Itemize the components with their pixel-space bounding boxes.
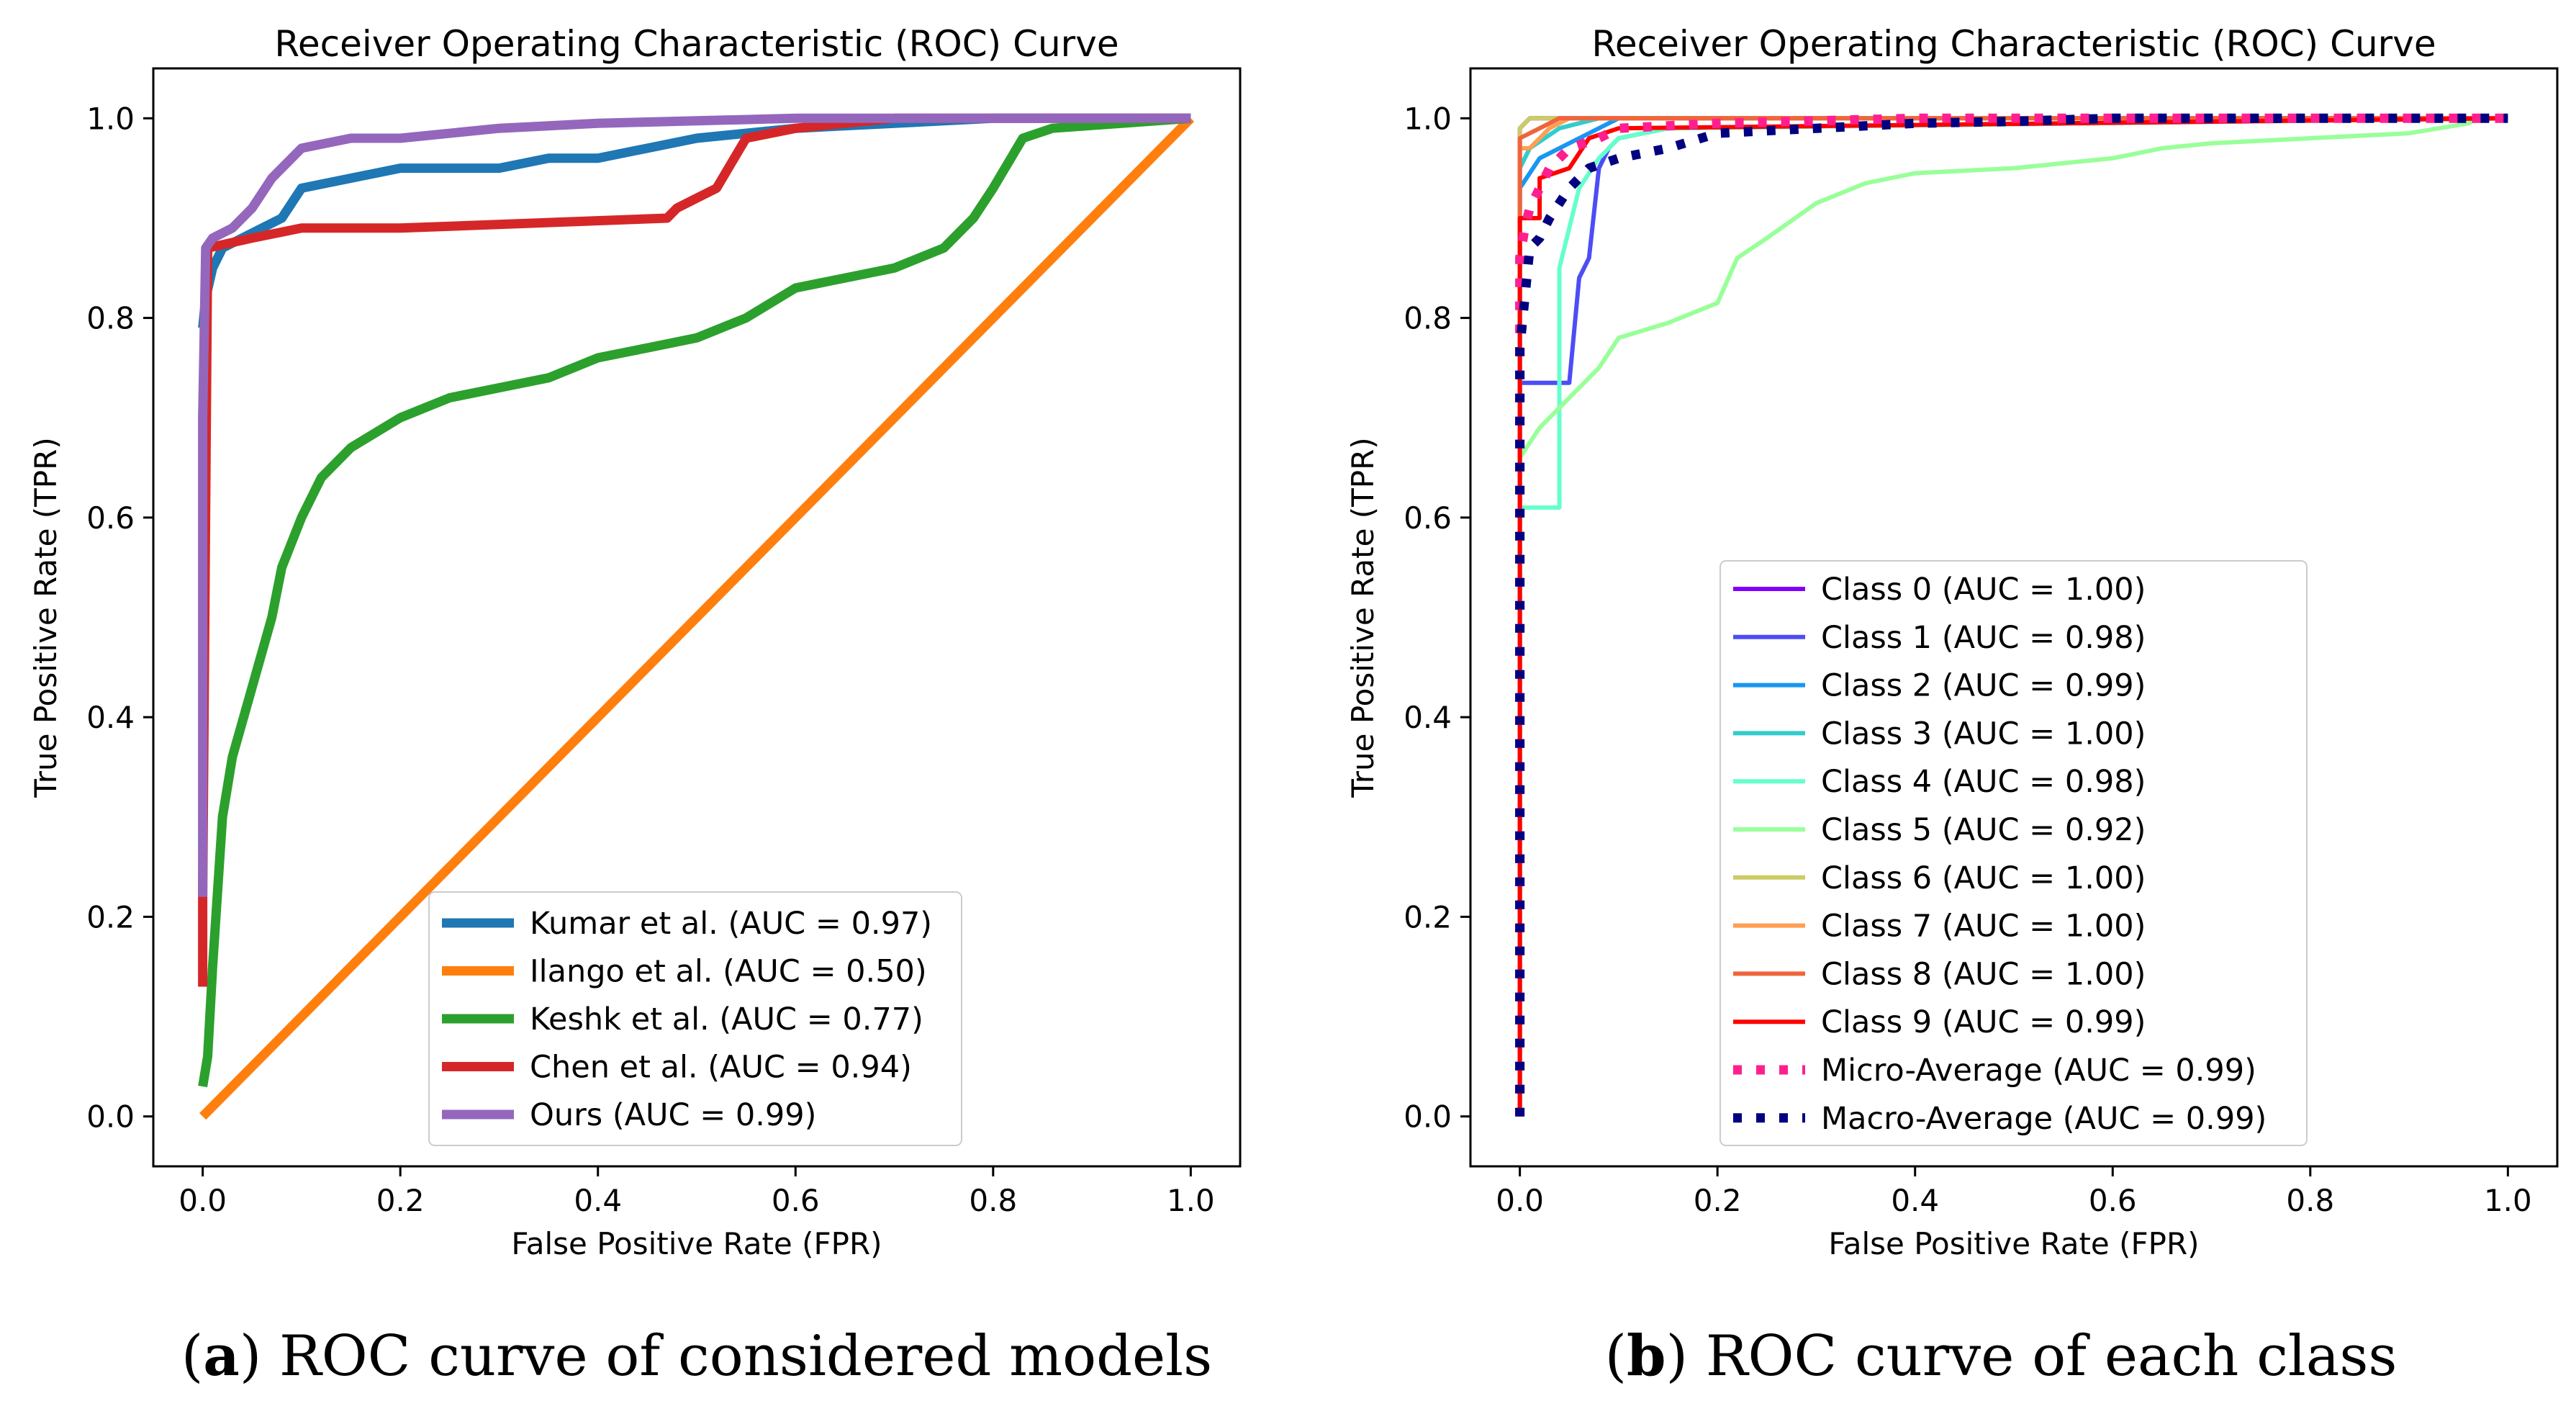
y-tick-label: 0.8 bbox=[1404, 301, 1452, 336]
x-axis-label: False Positive Rate (FPR) bbox=[511, 1226, 882, 1261]
x-tick-label: 0.2 bbox=[1694, 1183, 1742, 1218]
y-tick-label: 0.8 bbox=[86, 301, 135, 336]
x-tick-label: 0.2 bbox=[376, 1183, 425, 1218]
y-tick-label: 0.6 bbox=[86, 500, 135, 536]
legend-label-0: Kumar et al. (AUC = 0.97) bbox=[530, 906, 932, 942]
chart-title: Receiver Operating Characteristic (ROC) … bbox=[274, 23, 1118, 65]
y-axis-label: True Positive Rate (TPR) bbox=[28, 437, 63, 798]
legend-label-3: Chen et al. (AUC = 0.94) bbox=[530, 1050, 912, 1086]
y-tick-label: 0.2 bbox=[1404, 899, 1452, 935]
x-tick-label: 0.6 bbox=[772, 1183, 820, 1218]
series-line-1 bbox=[199, 114, 1195, 1120]
legend-box bbox=[1719, 560, 2308, 1146]
legend: Kumar et al. (AUC = 0.97) Ilango et al. (… bbox=[428, 891, 962, 1146]
series-group bbox=[198, 113, 1195, 1120]
legend-label-11: Macro-Average (AUC = 0.99) bbox=[1821, 1101, 2267, 1137]
y-tick-label: 0.2 bbox=[86, 899, 135, 935]
legend-label-2: Keshk et al. (AUC = 0.77) bbox=[530, 1001, 923, 1037]
chart-panel-b: Receiver Operating Characteristic (ROC) … bbox=[1345, 23, 2559, 1389]
legend-label-4: Class 4 (AUC = 0.98) bbox=[1821, 764, 2146, 800]
series-line-9 bbox=[1517, 116, 2508, 1117]
figure-caption: (b) ROC curve of each class bbox=[1605, 1323, 2398, 1389]
legend-label-10: Micro-Average (AUC = 0.99) bbox=[1821, 1053, 2256, 1089]
chart-panel-a: Receiver Operating Characteristic (ROC) … bbox=[28, 23, 1242, 1389]
chart-title: Receiver Operating Characteristic (ROC) … bbox=[1591, 23, 2436, 65]
x-tick-label: 0.6 bbox=[2089, 1183, 2137, 1218]
series-line-0 bbox=[198, 113, 1191, 329]
legend-box bbox=[428, 891, 962, 1146]
series-line-2 bbox=[198, 113, 1191, 1088]
y-axis-label: True Positive Rate (TPR) bbox=[1345, 437, 1380, 798]
x-tick-label: 1.0 bbox=[2484, 1183, 2532, 1218]
legend-label-6: Class 6 (AUC = 1.00) bbox=[1821, 860, 2146, 896]
axes-frame bbox=[152, 67, 1242, 1168]
series-line-3 bbox=[198, 113, 1191, 987]
legend-label-1: Ilango et al. (AUC = 0.50) bbox=[530, 954, 927, 990]
series-line-11 bbox=[1515, 113, 2508, 1117]
series-line-4 bbox=[198, 113, 1191, 897]
legend-label-4: Ours (AUC = 0.99) bbox=[530, 1097, 816, 1133]
legend-label-7: Class 7 (AUC = 1.00) bbox=[1821, 909, 2146, 945]
legend-label-1: Class 1 (AUC = 0.98) bbox=[1821, 620, 2146, 656]
x-tick-label: 1.0 bbox=[1167, 1183, 1215, 1218]
series-line-4 bbox=[1517, 116, 2508, 1117]
y-tick-label: 0.0 bbox=[86, 1099, 135, 1135]
x-tick-label: 0.8 bbox=[2286, 1183, 2334, 1218]
series-line-5 bbox=[1517, 116, 2508, 1117]
series-group bbox=[1515, 113, 2508, 1117]
y-tick-label: 0.4 bbox=[1404, 700, 1452, 735]
y-tick-label: 0.6 bbox=[1404, 500, 1452, 536]
legend-label-2: Class 2 (AUC = 0.99) bbox=[1821, 668, 2146, 704]
legend-label-8: Class 8 (AUC = 1.00) bbox=[1821, 956, 2146, 992]
x-tick-label: 0.4 bbox=[574, 1183, 622, 1218]
axes-frame bbox=[1469, 67, 2559, 1168]
x-tick-label: 0.0 bbox=[178, 1183, 227, 1218]
y-tick-label: 1.0 bbox=[86, 101, 135, 136]
x-axis-label: False Positive Rate (FPR) bbox=[1828, 1226, 2199, 1261]
x-tick-label: 0.4 bbox=[1891, 1183, 1939, 1218]
legend-label-3: Class 3 (AUC = 1.00) bbox=[1821, 716, 2146, 752]
figure-caption: (a) ROC curve of considered models bbox=[181, 1323, 1212, 1389]
legend-label-5: Class 5 (AUC = 0.92) bbox=[1821, 812, 2146, 848]
legend-label-9: Class 9 (AUC = 0.99) bbox=[1821, 1004, 2146, 1040]
y-tick-label: 0.0 bbox=[1404, 1099, 1452, 1135]
y-tick-label: 0.4 bbox=[86, 700, 135, 735]
x-tick-label: 0.8 bbox=[969, 1183, 1017, 1218]
legend: Class 0 (AUC = 1.00) Class 1 (AUC = 0.98)… bbox=[1719, 560, 2308, 1146]
legend-label-0: Class 0 (AUC = 1.00) bbox=[1821, 572, 2146, 608]
y-tick-label: 1.0 bbox=[1404, 101, 1452, 136]
x-tick-label: 0.0 bbox=[1496, 1183, 1544, 1218]
